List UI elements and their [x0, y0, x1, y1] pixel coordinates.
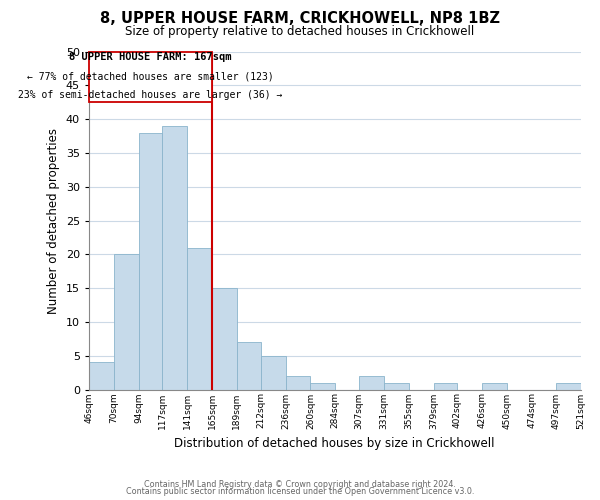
Bar	[89, 52, 212, 102]
Bar	[237, 342, 261, 390]
Bar	[163, 126, 187, 390]
Text: Contains public sector information licensed under the Open Government Licence v3: Contains public sector information licen…	[126, 488, 474, 496]
Bar	[556, 383, 581, 390]
Text: Size of property relative to detached houses in Crickhowell: Size of property relative to detached ho…	[125, 25, 475, 38]
Bar	[261, 356, 286, 390]
Bar	[212, 288, 237, 390]
Text: ← 77% of detached houses are smaller (123): ← 77% of detached houses are smaller (12…	[27, 72, 274, 82]
X-axis label: Distribution of detached houses by size in Crickhowell: Distribution of detached houses by size …	[175, 437, 495, 450]
Text: 23% of semi-detached houses are larger (36) →: 23% of semi-detached houses are larger (…	[19, 90, 283, 100]
Bar	[89, 362, 114, 390]
Bar	[384, 383, 409, 390]
Y-axis label: Number of detached properties: Number of detached properties	[47, 128, 60, 314]
Bar	[114, 254, 139, 390]
Bar	[482, 383, 507, 390]
Bar	[139, 132, 163, 390]
Text: 8, UPPER HOUSE FARM, CRICKHOWELL, NP8 1BZ: 8, UPPER HOUSE FARM, CRICKHOWELL, NP8 1B…	[100, 11, 500, 26]
Bar	[359, 376, 384, 390]
Bar	[310, 383, 335, 390]
Text: Contains HM Land Registry data © Crown copyright and database right 2024.: Contains HM Land Registry data © Crown c…	[144, 480, 456, 489]
Text: 8 UPPER HOUSE FARM: 167sqm: 8 UPPER HOUSE FARM: 167sqm	[69, 52, 232, 62]
Bar	[286, 376, 310, 390]
Bar	[187, 248, 212, 390]
Bar	[434, 383, 457, 390]
